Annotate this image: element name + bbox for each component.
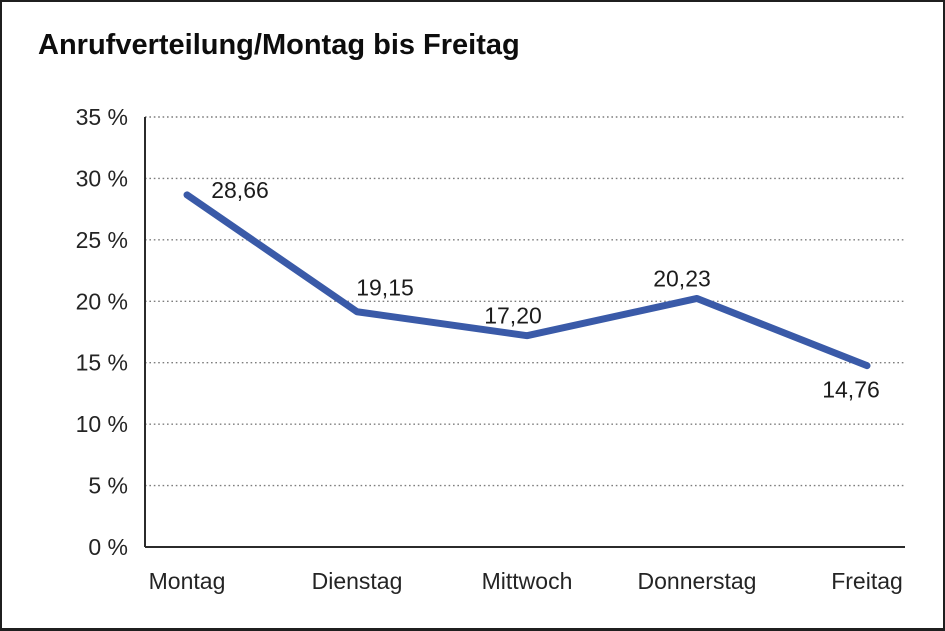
y-tick-label: 15 % bbox=[76, 350, 128, 376]
y-tick-label: 5 % bbox=[88, 473, 128, 499]
x-category-label: Donnerstag bbox=[638, 568, 757, 594]
data-point-label: 28,66 bbox=[211, 177, 269, 203]
x-category-label: Montag bbox=[149, 568, 226, 594]
y-tick-label: 30 % bbox=[76, 165, 128, 191]
x-category-label: Dienstag bbox=[312, 568, 403, 594]
data-point-label: 14,76 bbox=[822, 377, 880, 403]
x-category-label: Mittwoch bbox=[482, 568, 573, 594]
y-tick-label: 35 % bbox=[76, 104, 128, 130]
y-tick-label: 0 % bbox=[88, 534, 128, 560]
data-point-label: 17,20 bbox=[484, 303, 542, 329]
data-point-label: 20,23 bbox=[653, 265, 711, 291]
data-line bbox=[183, 191, 871, 370]
data-point-label: 19,15 bbox=[356, 275, 414, 301]
y-tick-label: 10 % bbox=[76, 411, 128, 437]
y-tick-label: 20 % bbox=[76, 288, 128, 314]
y-tick-label: 25 % bbox=[76, 227, 128, 253]
chart-title: Anrufverteilung/Montag bis Freitag bbox=[38, 29, 520, 61]
x-category-label: Freitag bbox=[831, 568, 903, 594]
